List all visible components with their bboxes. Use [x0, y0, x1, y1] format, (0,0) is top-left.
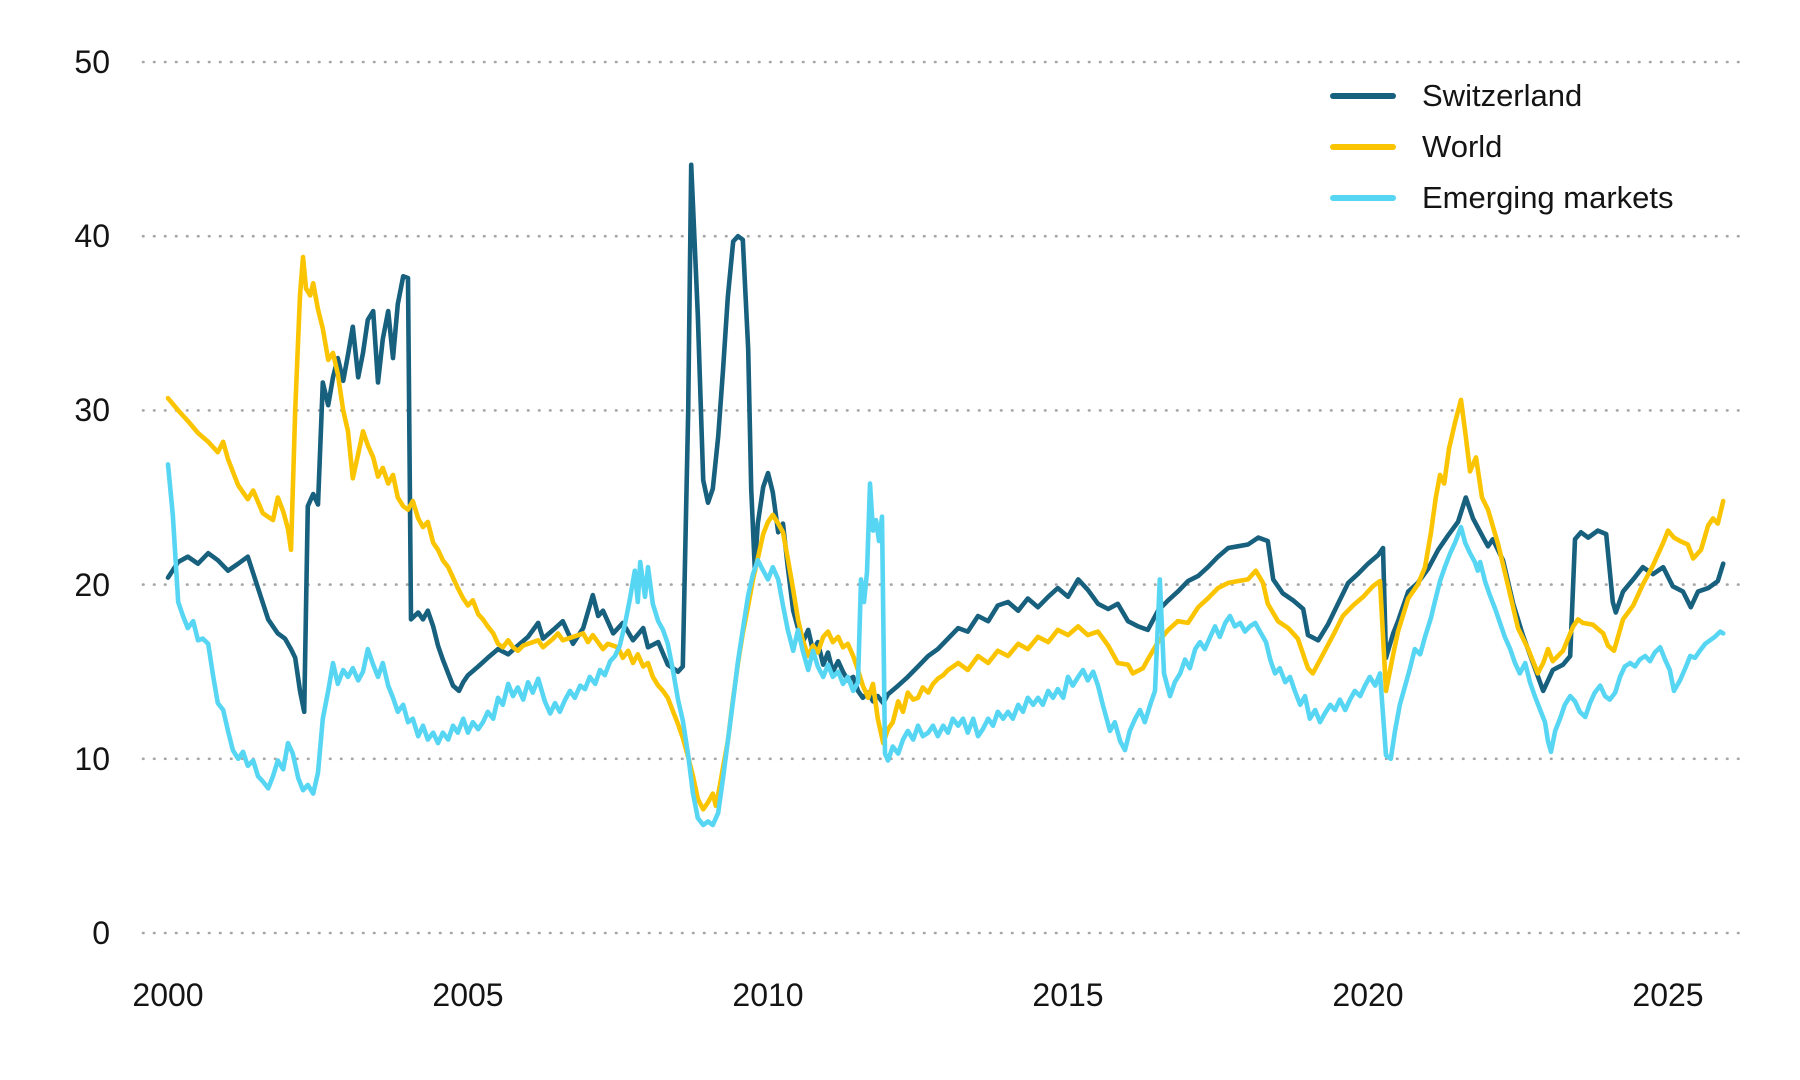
legend-swatch-switzerland	[1330, 93, 1396, 99]
y-tick-label: 50	[74, 44, 110, 80]
y-tick-label: 0	[92, 915, 110, 951]
legend-swatch-emerging-markets	[1330, 195, 1396, 201]
y-tick-label: 30	[74, 392, 110, 429]
series-line-emerging-markets	[165, 462, 1726, 828]
x-tick-label: 2025	[1632, 977, 1704, 1013]
legend-swatch-world	[1330, 144, 1396, 150]
series-line-world	[165, 254, 1726, 812]
y-tick-label: 40	[74, 218, 110, 255]
legend-label-switzerland: Switzerland	[1422, 78, 1583, 113]
x-tick-label: 2000	[132, 977, 204, 1013]
y-tick-label: 10	[74, 740, 110, 777]
y-tick-label: 20	[74, 566, 110, 603]
x-tick-label: 2010	[732, 977, 804, 1013]
legend: Switzerland World Emerging markets	[1330, 78, 1674, 216]
legend-item-switzerland: Switzerland	[1330, 78, 1674, 114]
x-tick-label: 2005	[432, 977, 504, 1013]
x-tick-label: 2020	[1332, 977, 1404, 1013]
series-line-switzerland	[165, 162, 1726, 715]
legend-label-world: World	[1422, 129, 1503, 164]
legend-item-world: World	[1330, 129, 1674, 165]
legend-item-emerging-markets: Emerging markets	[1330, 180, 1674, 216]
legend-label-emerging-markets: Emerging markets	[1422, 180, 1674, 215]
x-tick-label: 2015	[1032, 977, 1104, 1013]
